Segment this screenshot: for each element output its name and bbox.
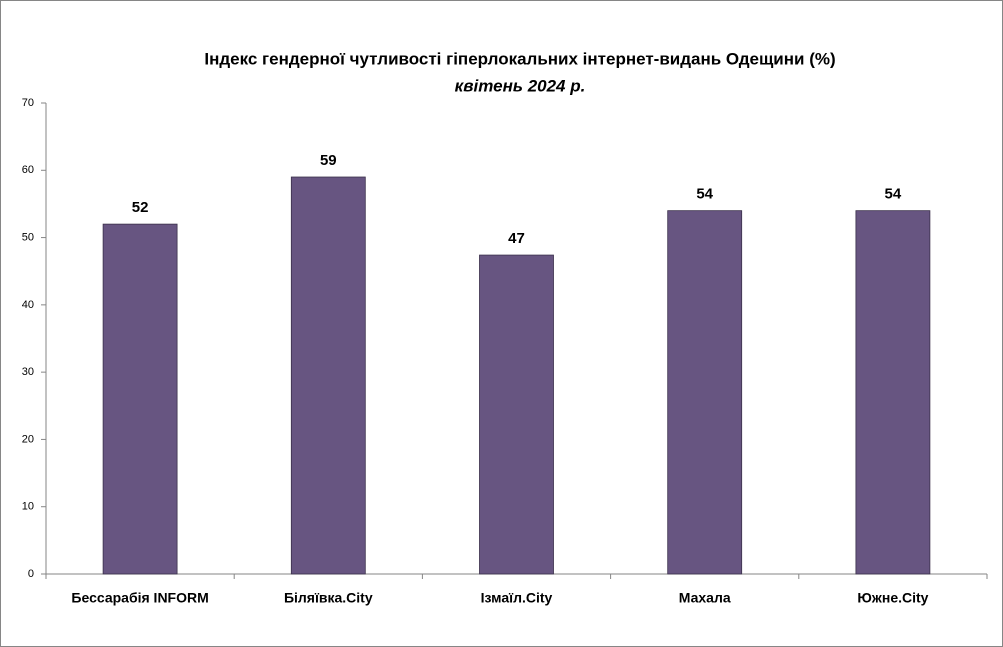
- data-label: 59: [320, 152, 337, 169]
- chart-title: Індекс гендерної чутливості гіперлокальн…: [204, 49, 835, 68]
- data-label: 47: [508, 230, 525, 247]
- y-tick-label: 40: [22, 299, 34, 311]
- y-tick-label: 20: [22, 433, 34, 445]
- data-label: 52: [132, 199, 149, 216]
- bar: [667, 210, 743, 575]
- x-tick-label: Южне.City: [857, 590, 928, 606]
- y-tick-label: 60: [22, 164, 34, 176]
- data-label: 54: [885, 186, 902, 203]
- y-tick-label: 50: [22, 231, 34, 243]
- bar: [479, 254, 554, 575]
- x-tick-label: Махала: [679, 590, 731, 606]
- bar: [290, 176, 366, 575]
- x-tick-label: Біляївка.City: [284, 590, 373, 606]
- chart-subtitle: квітень 2024 р.: [455, 76, 586, 95]
- x-tick-label: Ізмаїл.City: [481, 590, 553, 606]
- bar: [855, 210, 931, 575]
- x-tick-label: Бессарабія INFORM: [71, 590, 208, 606]
- data-label: 54: [696, 186, 713, 203]
- bar: [102, 223, 178, 575]
- y-tick-label: 10: [22, 501, 34, 513]
- y-tick-label: 0: [28, 568, 34, 580]
- y-tick-label: 70: [22, 97, 34, 109]
- y-tick-label: 30: [22, 366, 34, 378]
